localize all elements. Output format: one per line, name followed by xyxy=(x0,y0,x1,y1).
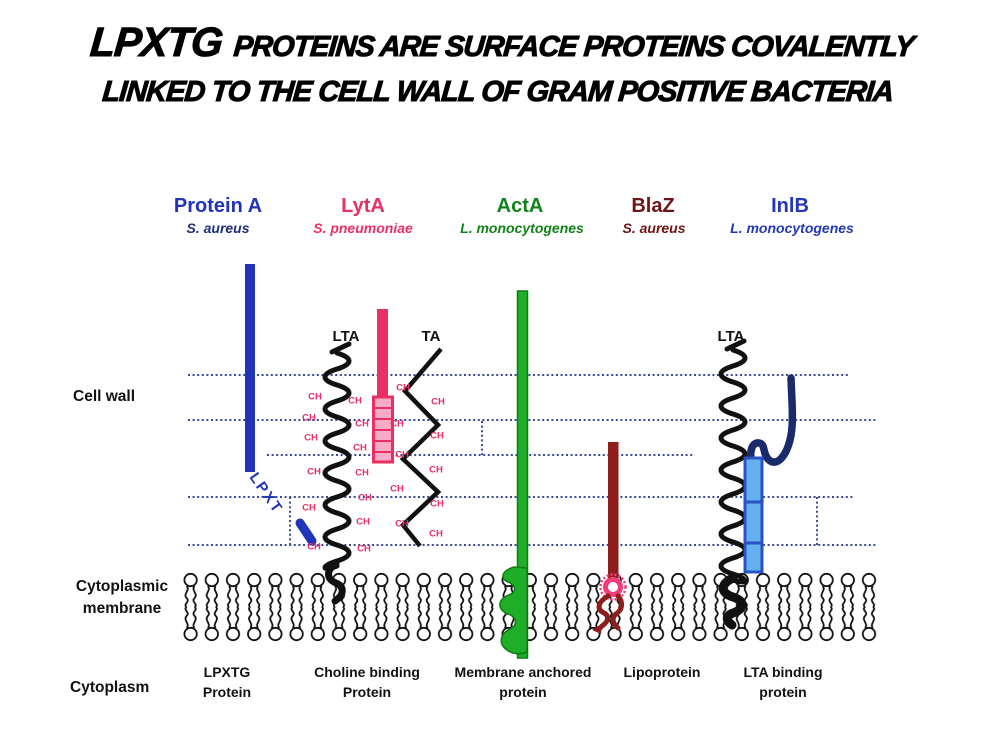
type-label-membrane-1: Membrane anchored xyxy=(455,664,592,680)
protein-name-blaz: BlaZ xyxy=(631,195,674,217)
lta-left-chain xyxy=(322,350,352,572)
species-lyta: S. pneumoniae xyxy=(313,220,413,236)
species-protein-a: S. aureus xyxy=(186,220,249,236)
protein-name-inlb: InlB xyxy=(771,195,809,217)
ch-repeat-label: CH xyxy=(358,493,372,504)
lta-left-membrane-tail xyxy=(325,560,346,605)
blaz-lipobox-ring-outer xyxy=(599,573,627,601)
lpxt-anchor-dash xyxy=(295,518,317,546)
lyta-bar xyxy=(377,309,388,399)
type-label-choline-1: Choline binding xyxy=(314,664,420,680)
ch-repeat-label: CH xyxy=(429,465,443,476)
ch-repeat-label: CH xyxy=(357,544,371,555)
protein-a-bar xyxy=(245,264,255,472)
lta-left-label: LTA xyxy=(333,328,360,345)
ch-repeat-label: CH xyxy=(307,467,321,478)
type-label-lipoprotein-1: Lipoprotein xyxy=(624,664,701,680)
type-label-lpxtg-2: Protein xyxy=(203,684,251,700)
blaz-lipobox-ring xyxy=(603,577,623,597)
blaz-lipid-tail-1 xyxy=(596,593,611,632)
ch-repeat-label: CH xyxy=(308,392,322,403)
acta-bar xyxy=(516,290,529,659)
ch-repeat-label: CH xyxy=(390,484,404,495)
lta-left-hook xyxy=(329,341,352,355)
ch-repeat-label: CH xyxy=(348,396,362,407)
ch-repeat-label: CH xyxy=(355,419,369,430)
blaz-bar xyxy=(608,442,619,579)
inlb-hook xyxy=(747,374,797,466)
protein-name-protein-a: Protein A xyxy=(174,195,262,217)
ch-repeat-label: CH xyxy=(430,431,444,442)
species-inlb: L. monocytogenes xyxy=(730,220,854,236)
lyta-domain-dividers xyxy=(374,407,392,453)
lta-right-chain xyxy=(718,347,748,585)
protein-name-acta: ActA xyxy=(497,195,544,217)
ch-repeat-label: CH xyxy=(430,499,444,510)
lta-right-hook xyxy=(724,338,747,352)
ch-repeat-label: CH xyxy=(355,468,369,479)
cytoplasm-label: Cytoplasm xyxy=(70,679,149,696)
type-label-ltabinding-2: protein xyxy=(759,684,806,700)
ch-repeat-label: CH xyxy=(396,383,410,394)
ch-repeat-label: CH xyxy=(302,503,316,514)
ch-repeat-label: CH xyxy=(395,450,409,461)
ch-repeat-label: CH xyxy=(304,433,318,444)
type-label-choline-2: Protein xyxy=(343,684,391,700)
species-blaz: S. aureus xyxy=(622,220,685,236)
ch-repeat-label: CH xyxy=(431,397,445,408)
protein-name-lyta: LytA xyxy=(341,195,385,217)
ch-repeat-label: CH xyxy=(356,517,370,528)
membrane-bilayer xyxy=(180,572,881,642)
ch-repeat-label: CH xyxy=(390,419,404,430)
lpxt-sorting-signal: LPXT xyxy=(246,470,287,518)
ta-zigzag-chain xyxy=(399,347,443,548)
ch-repeat-label: CH xyxy=(353,443,367,454)
inlb-domain-dividers xyxy=(745,500,762,545)
lta-right-membrane-anchor xyxy=(718,573,747,630)
type-label-ltabinding-1: LTA binding xyxy=(743,664,822,680)
blaz-lipid-tail-2 xyxy=(610,593,625,631)
ta-label: TA xyxy=(422,328,441,345)
blaz-tail-arrowhead xyxy=(592,624,602,634)
cell-wall-label: Cell wall xyxy=(73,388,135,405)
inlb-lta-binding-domain xyxy=(743,456,764,574)
ch-repeat-label: CH xyxy=(302,413,316,424)
acta-membrane-anchor xyxy=(499,566,528,655)
ch-repeat-label: CH xyxy=(429,529,443,540)
ch-repeat-label: CH xyxy=(307,542,321,553)
species-acta: L. monocytogenes xyxy=(460,220,584,236)
cytoplasmic-membrane-label-line2: membrane xyxy=(83,600,162,617)
ch-repeat-label: CH xyxy=(395,519,409,530)
type-label-membrane-2: protein xyxy=(499,684,546,700)
lta-right-label: LTA xyxy=(718,328,745,345)
type-label-lpxtg-1: LPXTG xyxy=(204,664,251,680)
cytoplasmic-membrane-label-line1: Cytoplasmic xyxy=(76,578,169,595)
